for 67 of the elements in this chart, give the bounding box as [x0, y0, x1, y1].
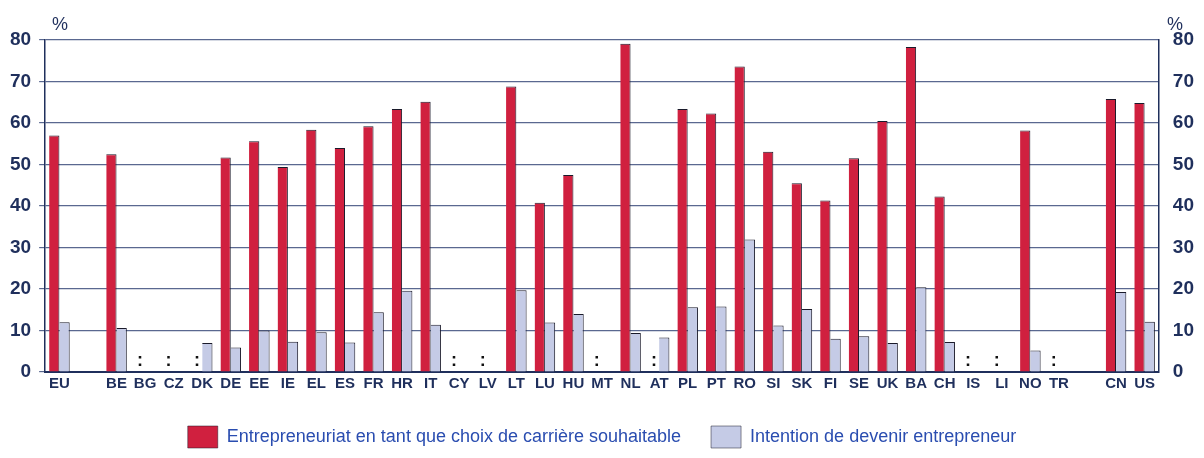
y-tick-label: 0: [20, 360, 32, 382]
x-tick-label: SK: [791, 374, 813, 392]
legend-label: Intention de devenir entrepreneur: [750, 425, 1017, 446]
y2-tick-label: 0: [1172, 360, 1184, 382]
y-tick-label: 20: [9, 277, 32, 299]
x-tick-label: LT: [507, 374, 525, 392]
y2-tick-label: 70: [1172, 69, 1195, 91]
x-tick-label: AT: [649, 374, 669, 392]
x-tick-label: UK: [876, 374, 899, 392]
y-tick-label: 40: [9, 194, 32, 216]
x-tick-label: CZ: [163, 374, 184, 392]
x-tick-label: FR: [363, 374, 384, 392]
y-tick-label: 30: [9, 235, 32, 257]
text: :: [479, 349, 486, 370]
y2-tick-label: 60: [1172, 111, 1195, 133]
y-tick-label: 60: [9, 111, 32, 133]
x-tick-label: HU: [562, 374, 585, 392]
x-tick-label: LI: [995, 374, 1009, 392]
text: :: [136, 349, 143, 370]
text: :: [650, 349, 657, 370]
y2-tick-label: 50: [1172, 152, 1195, 174]
x-tick-label: DK: [191, 374, 214, 392]
x-tick-label: EU: [48, 374, 70, 392]
text: :: [593, 349, 600, 370]
text: :: [194, 349, 201, 370]
y-tick-label: 80: [9, 28, 32, 50]
y2-tick-label: 40: [1172, 194, 1195, 216]
x-tick-label: IS: [966, 374, 981, 392]
x-tick-label: TR: [1048, 374, 1070, 392]
x-tick-label: EE: [249, 374, 270, 392]
x-tick-label: ES: [334, 374, 355, 392]
x-tick-label: IE: [280, 374, 295, 392]
x-tick-label: EL: [306, 374, 327, 392]
x-tick-label: LU: [534, 374, 555, 392]
y2-tick-label: 30: [1172, 235, 1195, 257]
x-tick-label: MT: [591, 374, 613, 392]
x-tick-label: SI: [766, 374, 781, 392]
y-axis-title: %: [51, 13, 69, 34]
x-tick-label: BE: [106, 374, 127, 392]
x-tick-label: BG: [133, 374, 157, 392]
text: :: [451, 349, 458, 370]
x-tick-label: IT: [423, 374, 438, 392]
y-tick-label: 10: [9, 318, 32, 340]
legend-label: Entrepreneuriat en tant que choix de carrière souhaitable: [226, 425, 682, 446]
x-tick-label: LV: [478, 374, 497, 392]
x-tick-label: HR: [391, 374, 414, 392]
x-tick-label: NL: [620, 374, 641, 392]
y2-tick-label: 10: [1172, 318, 1195, 340]
x-tick-label: CH: [933, 374, 956, 392]
y-tick-label: 50: [9, 152, 32, 174]
text: :: [965, 349, 972, 370]
x-tick-label: CY: [448, 374, 470, 392]
x-tick-label: DE: [220, 374, 242, 392]
x-tick-label: RO: [733, 374, 757, 392]
y2-tick-label: 20: [1172, 277, 1195, 299]
y-tick-label: 70: [9, 69, 32, 91]
x-tick-label: US: [1134, 374, 1156, 392]
x-tick-label: PL: [678, 374, 698, 392]
x-tick-label: FI: [823, 374, 838, 392]
text: :: [165, 349, 172, 370]
text: :: [993, 349, 1000, 370]
x-tick-label: NO: [1019, 374, 1042, 392]
x-tick-label: CN: [1105, 374, 1127, 392]
text: :: [1050, 349, 1057, 370]
x-tick-label: PT: [706, 374, 726, 392]
x-tick-label: SE: [849, 374, 870, 392]
x-tick-label: BA: [905, 374, 928, 392]
